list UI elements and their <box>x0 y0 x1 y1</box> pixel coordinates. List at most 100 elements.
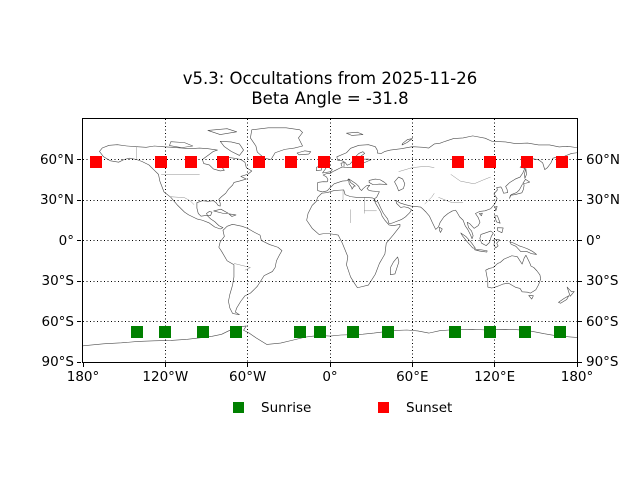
y-tick-label-left: 90°S <box>41 354 75 370</box>
new-guinea-coast <box>509 241 537 255</box>
x-tick-label: 0° <box>322 369 338 385</box>
victoria-island-coast <box>169 141 194 148</box>
mindanao-coast <box>497 227 504 233</box>
y-tick-mark-right <box>578 321 582 322</box>
sunrise-marker <box>382 325 395 338</box>
borneo-coast <box>479 230 494 246</box>
x-tick-label: 120°W <box>142 369 189 385</box>
plot-title: v5.3: Occultations from 2025-11-26 Beta … <box>82 69 578 108</box>
north-america-coast <box>99 144 253 230</box>
cuba-coast <box>213 208 229 214</box>
x-tick-mark <box>164 363 166 367</box>
y-tick-mark-left <box>77 280 81 282</box>
y-tick-label-left: 30°N <box>39 192 74 208</box>
x-tick-label: 120°E <box>474 369 516 385</box>
x-tick-mark <box>411 363 413 367</box>
y-tick-mark-right <box>578 199 582 201</box>
new-zealand-south <box>558 295 570 304</box>
x-tick-mark <box>576 363 578 367</box>
tasmania-coast <box>528 295 534 300</box>
caspian-sea <box>394 176 406 192</box>
y-tick-mark-right <box>578 159 582 160</box>
y-tick-mark-right <box>578 280 582 282</box>
y-tick-mark-left <box>77 321 81 322</box>
sunrise-marker <box>196 325 209 338</box>
x-tick-mark <box>494 363 496 367</box>
y-tick-label-right: 30°N <box>586 192 621 208</box>
y-tick-label-right: 0° <box>586 232 602 249</box>
sri-lanka-coast <box>439 226 443 233</box>
y-tick-mark-left <box>77 240 81 241</box>
sunset-marker <box>521 155 534 168</box>
madagascar-coast <box>390 256 400 275</box>
x-tick-label: 60°E <box>396 369 429 385</box>
y-tick-label-left: 60°S <box>41 313 75 330</box>
sunrise-legend-label: Sunrise <box>261 400 312 416</box>
sunset-marker <box>184 155 197 168</box>
baffin-island-coast <box>219 140 244 156</box>
x-tick-mark <box>82 363 84 367</box>
sunrise-marker <box>229 325 242 338</box>
japan-hokkaido <box>522 179 530 184</box>
sunset-marker <box>317 155 330 168</box>
sunset-marker <box>90 155 103 168</box>
new-zealand-north <box>566 286 575 297</box>
java-coast <box>474 249 488 253</box>
y-tick-label-left: 60°N <box>39 151 74 168</box>
plot-area: 180° 120°W 60°W 0° 60°E 120°E 180° 60°N 60°N 30°N… <box>40 118 620 385</box>
gridline-horizontal <box>83 199 577 201</box>
gridline-horizontal <box>83 240 577 241</box>
luzon-coast <box>494 215 501 224</box>
eurasia-south-coast <box>317 152 577 240</box>
plot-title-line1: v5.3: Occultations from 2025-11-26 <box>182 69 478 88</box>
y-tick-mark-left <box>77 361 81 363</box>
south-america-coast <box>218 223 283 316</box>
africa-coast <box>306 189 401 289</box>
sunrise-marker <box>130 325 143 338</box>
y-tick-label-right: 90°S <box>586 354 619 370</box>
x-tick-mark <box>329 363 331 367</box>
y-tick-label-left: 0° <box>58 232 74 249</box>
sunset-marker <box>216 155 229 168</box>
plot-title-line2: Beta Angle = -31.8 <box>251 88 409 108</box>
x-tick-label: 180° <box>560 369 594 385</box>
japan-honshu <box>509 184 525 199</box>
novaya-zemlya-coast <box>401 138 413 146</box>
x-tick-label: 180° <box>66 369 100 385</box>
y-tick-label-right: 60°S <box>586 313 619 330</box>
world-map <box>83 127 577 347</box>
eurasia-arctic-coast <box>317 135 577 183</box>
x-tick-mark <box>247 363 249 367</box>
y-tick-mark-right <box>578 361 582 363</box>
sunrise-marker <box>553 325 566 338</box>
sunset-marker <box>484 155 497 168</box>
sumatra-coast <box>460 232 476 249</box>
sunrise-marker <box>484 325 497 338</box>
hainan-coast <box>478 212 483 217</box>
sakhalin-coast <box>524 167 527 179</box>
sunset-marker <box>252 155 265 168</box>
gridline-horizontal <box>83 159 577 160</box>
hispaniola-coast <box>228 213 237 217</box>
sunset-marker <box>352 155 365 168</box>
y-tick-mark-right <box>578 240 582 241</box>
sunset-marker <box>284 155 297 168</box>
sunrise-marker <box>313 325 326 338</box>
sunrise-marker <box>519 325 532 338</box>
greenland-coast <box>250 127 303 160</box>
sunset-marker <box>154 155 167 168</box>
sunrise-marker <box>294 325 307 338</box>
sunrise-legend-swatch <box>233 402 244 413</box>
sunset-legend-swatch <box>378 402 389 413</box>
gridline-horizontal <box>83 280 577 282</box>
sunrise-marker <box>449 325 462 338</box>
black-sea <box>368 178 388 186</box>
y-tick-label-right: 60°N <box>586 151 621 168</box>
sunset-legend-label: Sunset <box>406 400 453 416</box>
taiwan-coast <box>494 206 498 212</box>
sunrise-marker <box>158 325 171 338</box>
country-borders <box>136 146 491 271</box>
coastlines <box>83 127 577 347</box>
y-tick-label-right: 30°S <box>586 273 619 289</box>
